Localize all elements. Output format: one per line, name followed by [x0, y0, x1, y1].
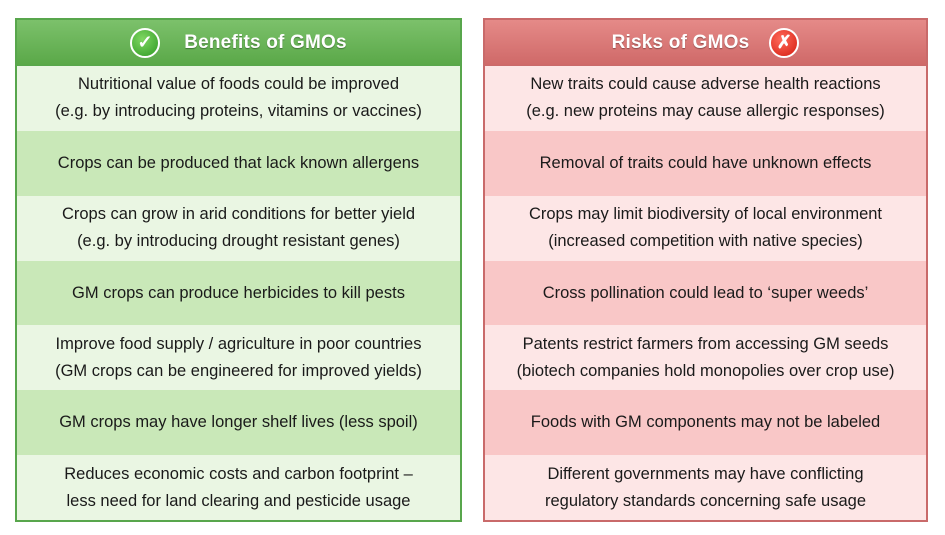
benefit-text: Improve food supply / agriculture in poo…: [55, 334, 422, 353]
risks-list: New traits could cause adverse health re…: [485, 66, 926, 521]
benefit-item: Nutritional value of foods could be impr…: [17, 66, 460, 131]
benefits-title: Benefits of GMOs: [184, 31, 347, 53]
risk-text: New traits could cause adverse health re…: [530, 75, 881, 94]
risk-item: Patents restrict farmers from accessing …: [485, 325, 926, 391]
benefit-item: Crops can grow in arid conditions for be…: [17, 195, 460, 261]
benefits-header: ✓ Benefits of GMOs: [17, 20, 460, 66]
benefit-detail: (e.g. by introducing proteins, vitamins …: [55, 102, 422, 121]
risk-item: New traits could cause adverse health re…: [485, 66, 926, 131]
cross-mark-icon: ✗: [769, 27, 800, 58]
risk-text: Different governments may have conflicti…: [547, 464, 864, 483]
benefit-text: Crops can grow in arid conditions for be…: [61, 205, 416, 224]
benefit-text: Reduces economic costs and carbon footpr…: [64, 464, 413, 483]
risk-detail: (biotech companies hold monopolies over …: [516, 361, 895, 380]
risk-item: Cross pollination could lead to ‘super w…: [485, 260, 926, 326]
risk-item: Crops may limit biodiversity of local en…: [485, 195, 926, 261]
benefit-text: GM crops may have longer shelf lives (le…: [59, 413, 418, 432]
benefit-item: Crops can be produced that lack known al…: [17, 130, 460, 196]
risk-text: Foods with GM components may not be labe…: [530, 413, 881, 432]
risk-item: Different governments may have conflicti…: [485, 455, 926, 521]
benefit-item: Reduces economic costs and carbon footpr…: [17, 455, 460, 521]
risk-text: Crops may limit biodiversity of local en…: [528, 205, 883, 224]
benefit-text: Nutritional value of foods could be impr…: [77, 75, 400, 94]
benefits-panel: ✓ Benefits of GMOs Nutritional value of …: [15, 18, 462, 522]
benefit-item: GM crops can produce herbicides to kill …: [17, 260, 460, 326]
benefits-list: Nutritional value of foods could be impr…: [17, 66, 460, 521]
benefit-text: Crops can be produced that lack known al…: [57, 153, 420, 172]
risk-text: Removal of traits could have unknown eff…: [539, 153, 872, 172]
risk-item: Foods with GM components may not be labe…: [485, 390, 926, 456]
check-mark-icon: ✓: [130, 27, 161, 58]
risk-detail: (e.g. new proteins may cause allergic re…: [526, 102, 885, 121]
risk-text: Cross pollination could lead to ‘super w…: [542, 283, 869, 302]
benefit-item: GM crops may have longer shelf lives (le…: [17, 390, 460, 456]
risk-detail: (increased competition with native speci…: [548, 232, 863, 251]
benefit-text: GM crops can produce herbicides to kill …: [72, 283, 405, 302]
risk-item: Removal of traits could have unknown eff…: [485, 130, 926, 196]
risk-text: Patents restrict farmers from accessing …: [522, 334, 889, 353]
risks-panel: Risks of GMOs ✗ New traits could cause a…: [483, 18, 928, 522]
risks-header: Risks of GMOs ✗: [485, 20, 926, 66]
benefit-detail: (GM crops can be engineered for improved…: [55, 361, 422, 380]
benefit-detail: (e.g. by introducing drought resistant g…: [77, 232, 400, 251]
benefit-item: Improve food supply / agriculture in poo…: [17, 325, 460, 391]
benefit-detail: less need for land clearing and pesticid…: [66, 491, 411, 510]
risks-title: Risks of GMOs: [611, 31, 750, 53]
risk-detail: regulatory standards concerning safe usa…: [544, 491, 867, 510]
